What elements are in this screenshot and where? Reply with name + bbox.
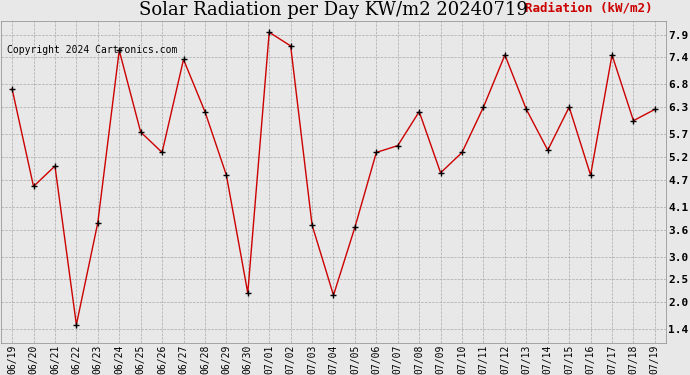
Text: Copyright 2024 Cartronics.com: Copyright 2024 Cartronics.com (7, 45, 177, 55)
Text: Radiation (kW/m2): Radiation (kW/m2) (525, 2, 652, 15)
Title: Solar Radiation per Day KW/m2 20240719: Solar Radiation per Day KW/m2 20240719 (139, 2, 528, 20)
